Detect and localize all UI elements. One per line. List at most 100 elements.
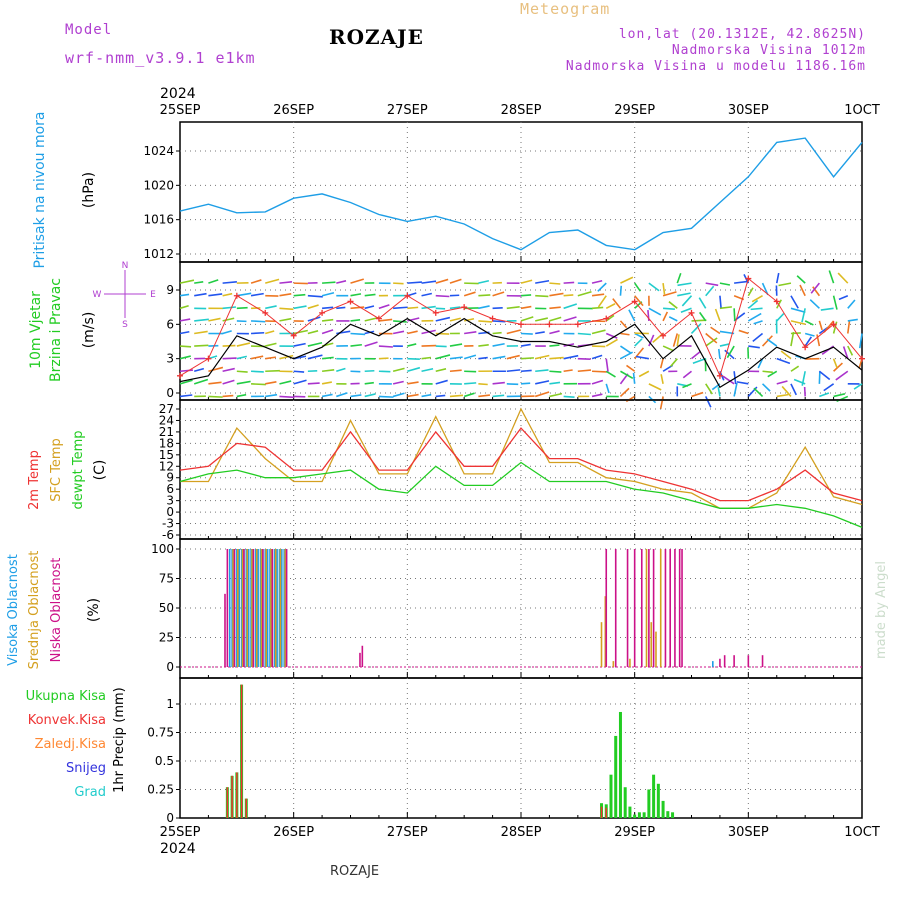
wind-arrow	[778, 282, 792, 287]
precip-bar	[614, 735, 618, 818]
temp-label-dewpt: dewpt Temp	[71, 430, 86, 509]
x-tick-bottom-5: 30SEP	[728, 825, 769, 840]
wind-arrow	[364, 341, 378, 347]
wind-arrow	[634, 332, 644, 339]
wind-arrow	[336, 367, 346, 373]
y-tick-label-2-2: 0	[166, 505, 174, 519]
wind-arrow	[463, 317, 475, 322]
y-tick-label-1-3: 9	[166, 283, 174, 297]
wind-arrow	[506, 369, 521, 373]
compass-n: N	[122, 261, 129, 271]
wind-arrow	[605, 358, 609, 372]
wind-arrow	[407, 357, 420, 360]
wind-arrow	[492, 320, 506, 323]
gust-marker	[574, 321, 581, 328]
wind-arrow	[563, 354, 579, 360]
wind-arrow	[748, 345, 760, 349]
y-tick-label-1-0: 0	[166, 386, 174, 400]
wind-arrow	[265, 369, 280, 373]
wind-arrow	[421, 367, 434, 373]
wind-arrow	[279, 395, 295, 399]
wind-arrow	[265, 342, 277, 347]
wind-arrow	[620, 276, 634, 284]
wind-arrow	[265, 330, 275, 335]
wind-arrow	[208, 381, 222, 385]
wind-arrow	[691, 319, 707, 322]
wind-arrow	[634, 295, 644, 307]
wind-arrow	[682, 370, 692, 379]
wind-arrow	[478, 383, 488, 386]
wind-arrow	[250, 320, 266, 323]
wind-arrow	[492, 306, 503, 310]
wind-arrow	[597, 295, 607, 308]
wind-arrow	[698, 297, 707, 309]
wind-vertical-label-1: 10m Vjetar	[28, 291, 44, 369]
wind-arrow	[478, 394, 491, 398]
wind-arrow	[393, 282, 404, 285]
wind-arrow	[577, 290, 592, 297]
wind-arrow	[407, 306, 419, 310]
wind-arrow	[676, 272, 682, 284]
wind-arrow	[648, 334, 655, 347]
wind-arrow	[407, 281, 422, 284]
wind-arrow	[790, 332, 801, 335]
wind-arrow	[265, 356, 277, 360]
legend-snijeg: Snijeg	[66, 761, 106, 776]
wind-arrow	[753, 320, 763, 325]
wind-arrow	[520, 316, 534, 322]
y-tick-label-3-1: 25	[159, 631, 174, 645]
wind-arrow	[809, 299, 820, 309]
wind-arrow	[279, 317, 292, 322]
precip-bar	[609, 774, 613, 818]
x-tick-top-4: 29SEP	[614, 103, 655, 118]
wind-arrow	[392, 380, 404, 385]
wind-arrow	[804, 320, 814, 326]
wind-arrow	[179, 318, 191, 322]
wind-arrow	[194, 318, 209, 322]
wind-arrow	[179, 345, 192, 348]
wind-arrow	[350, 332, 366, 336]
wind-arrow	[393, 320, 407, 323]
wind-arrow	[818, 370, 831, 381]
wind-arrow	[222, 306, 237, 310]
precip-bar	[226, 787, 229, 818]
wind-arrow	[717, 387, 721, 397]
precip-bar	[637, 812, 641, 818]
gust-marker	[489, 315, 496, 322]
wind-arrow	[747, 312, 762, 322]
gust-marker	[773, 298, 780, 305]
wind-arrow	[321, 318, 334, 322]
legend-grad: Grad	[74, 785, 106, 800]
wind-arrow	[265, 393, 278, 398]
wind-arrow	[766, 338, 778, 347]
wind-arrow	[392, 330, 405, 335]
wind-arrow	[407, 366, 421, 373]
wind-arrow	[733, 312, 746, 322]
wind-arrow	[222, 379, 235, 385]
wind-arrow	[801, 371, 806, 386]
wind-arrow	[392, 367, 405, 373]
wind-arrow	[378, 318, 393, 322]
wind-arrow	[421, 344, 437, 347]
wind-arrow	[322, 306, 334, 310]
y-tick-label-3-4: 100	[151, 542, 174, 556]
wind-arrow	[705, 332, 718, 344]
lonlat-text: lon,lat (20.1312E, 42.8625N)	[619, 27, 866, 42]
wind-arrow	[762, 370, 773, 374]
year-bottom-label: 2024	[160, 841, 196, 857]
footer-station: ROZAJE	[330, 864, 379, 879]
wind-arrow	[279, 307, 294, 311]
x-tick-top-5: 30SEP	[728, 103, 769, 118]
wind-arrow	[597, 282, 607, 292]
wind-arrow	[719, 343, 730, 347]
wind-arrow	[194, 281, 204, 284]
wind-arrow	[208, 293, 223, 297]
wind-arrow	[612, 298, 622, 309]
y-tick-label-1-1: 3	[166, 352, 174, 366]
wind-arrow	[321, 393, 333, 398]
wind-arrow	[208, 395, 223, 398]
gust-marker	[404, 292, 411, 299]
wind-arrow	[534, 391, 550, 398]
model-label: Model	[65, 22, 112, 38]
wind-arrow	[506, 354, 520, 360]
